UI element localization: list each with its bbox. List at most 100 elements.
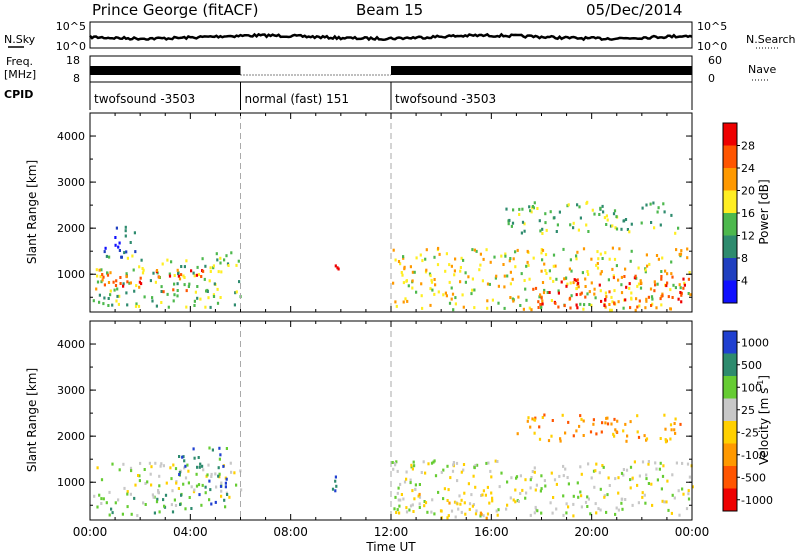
power-colorbar-tick: 28	[741, 140, 755, 153]
freq-band-0	[90, 66, 241, 75]
velocity-panel: 1000 2000 3000 4000 Slant Range [km] 1000 50…	[25, 320, 773, 521]
power-y-tick: 4000	[57, 130, 85, 143]
power-y-tick: 3000	[57, 176, 85, 189]
power-echo-region-2	[103, 225, 137, 259]
velocity-colorbar-tick: -1000	[741, 494, 773, 507]
power-colorbar-tick: 12	[741, 230, 755, 243]
nsearch-label: N.Search	[746, 33, 796, 46]
power-heatmap	[92, 113, 692, 312]
x-axis-label: Time UT	[365, 540, 416, 554]
power-colorbar-swatch	[723, 235, 737, 258]
freq-tick-bottom: 8	[73, 72, 80, 85]
power-echo-region-3	[334, 264, 340, 271]
velocity-echo-region-6	[405, 491, 494, 520]
velocity-y-tick: 1000	[57, 476, 85, 489]
velocity-colorbar-swatch	[723, 466, 737, 489]
freq-strip: 18 8 60 0 Freq. [MHz] Nave	[4, 54, 776, 85]
beam-title: Beam 15	[356, 1, 423, 19]
velocity-heatmap	[93, 321, 694, 520]
nsky-tick-bottom: 10^0	[56, 40, 86, 53]
velocity-y-tick: 2000	[57, 430, 85, 443]
cpid-segment-1: normal (fast) 151	[245, 92, 349, 106]
power-colorbar-swatch	[723, 145, 737, 168]
power-echo-region-6	[505, 200, 680, 235]
velocity-colorbar-tick: -500	[741, 471, 766, 484]
freq-tick-top: 18	[66, 54, 80, 67]
velocity-colorbar-tick: -25	[741, 426, 759, 439]
velocity-colorbar-tick: 25	[741, 404, 755, 417]
station-title: Prince George (fitACF)	[92, 1, 258, 19]
x-tick-label: 04:00	[173, 525, 208, 539]
power-echo-region-5	[532, 274, 690, 310]
power-colorbar: 4 8 12 16 20 24 28	[722, 122, 755, 304]
freq-label-line1: Freq.	[6, 55, 33, 68]
nsearch-tick-bottom: 10^0	[697, 40, 727, 53]
x-tick-label: 16:00	[474, 525, 509, 539]
freq-series	[90, 66, 692, 76]
date-title: 05/Dec/2014	[586, 1, 682, 19]
power-colorbar-swatch	[723, 258, 737, 281]
power-y-tick: 2000	[57, 222, 85, 235]
x-axis: 00:00 04:00 08:00 12:00 16:00 20:00 00:00	[73, 525, 710, 539]
velocity-y-tick: 4000	[57, 338, 85, 351]
velocity-colorbar-swatch	[723, 488, 737, 511]
power-panel: 1000 2000 3000 4000 Slant Range [km] 4 8 12 16…	[25, 112, 771, 313]
velocity-colorbar-tick: 1000	[741, 336, 769, 349]
x-tick-label: 08:00	[273, 525, 308, 539]
x-tick-label: 00:00	[675, 525, 710, 539]
power-colorbar-tick: 8	[741, 252, 748, 265]
power-colorbar-label: Power [dB]	[757, 179, 771, 244]
velocity-echo-region-5	[516, 413, 682, 444]
velocity-colorbar-swatch	[723, 421, 737, 444]
freq-band-2	[391, 66, 692, 75]
power-colorbar-swatch	[723, 280, 737, 303]
nave-tick-bottom: 0	[708, 72, 715, 85]
x-tick-label: 20:00	[574, 525, 609, 539]
power-colorbar-swatch	[723, 168, 737, 191]
velocity-colorbar-swatch	[723, 376, 737, 399]
power-ylabel: Slant Range [km]	[25, 160, 39, 264]
power-colorbar-tick: 4	[741, 275, 748, 288]
velocity-echo-region-2	[178, 446, 229, 509]
velocity-colorbar: 1000 500 100 25 -25 -100 -500 -1000	[722, 330, 773, 512]
cpid-label: CPID	[4, 88, 33, 101]
velocity-colorbar-swatch	[723, 331, 737, 354]
nsearch-tick-top: 10^5	[697, 20, 727, 33]
cpid-strip: CPID twofsound -3503 normal (fast) 151 two…	[4, 82, 693, 110]
nsky-strip: 10^5 10^0 10^5 10^0 N.Sky N.Search	[4, 20, 796, 53]
power-y-tick: 1000	[57, 268, 85, 281]
power-colorbar-swatch	[723, 190, 737, 213]
velocity-colorbar-tick: -100	[741, 449, 766, 462]
cpid-segment-0: twofsound -3503	[94, 92, 195, 106]
power-colorbar-swatch	[723, 213, 737, 236]
nave-tick-top: 60	[708, 54, 722, 67]
power-echo-region-0	[92, 251, 242, 309]
x-tick-label: 00:00	[73, 525, 108, 539]
velocity-colorbar-label: Velocity [m s-1]	[756, 375, 771, 465]
velocity-y-tick: 3000	[57, 384, 85, 397]
power-colorbar-tick: 20	[741, 185, 755, 198]
power-echo-region-1	[95, 268, 205, 294]
nsky-tick-top: 10^5	[56, 20, 86, 33]
velocity-echo-region-1	[96, 492, 193, 518]
velocity-colorbar-tick: 100	[741, 381, 762, 394]
x-tick-label: 12:00	[374, 525, 409, 539]
velocity-ylabel: Slant Range [km]	[25, 368, 39, 472]
power-colorbar-swatch	[723, 123, 737, 146]
nave-label: Nave	[748, 63, 776, 76]
velocity-colorbar-swatch	[723, 443, 737, 466]
velocity-echo-region-3	[331, 475, 338, 493]
velocity-echo-region-0	[93, 461, 243, 499]
power-echo-region-4	[392, 246, 692, 312]
power-colorbar-tick: 24	[741, 162, 755, 175]
velocity-colorbar-swatch	[723, 353, 737, 376]
nsky-label: N.Sky	[4, 33, 36, 46]
velocity-echo-region-4	[391, 459, 694, 518]
velocity-colorbar-tick: 500	[741, 359, 762, 372]
power-colorbar-tick: 16	[741, 207, 755, 220]
freq-label-line2: [MHz]	[4, 68, 36, 81]
velocity-colorbar-swatch	[723, 398, 737, 421]
cpid-segment-2: twofsound -3503	[395, 92, 496, 106]
nsky-series	[89, 32, 693, 42]
